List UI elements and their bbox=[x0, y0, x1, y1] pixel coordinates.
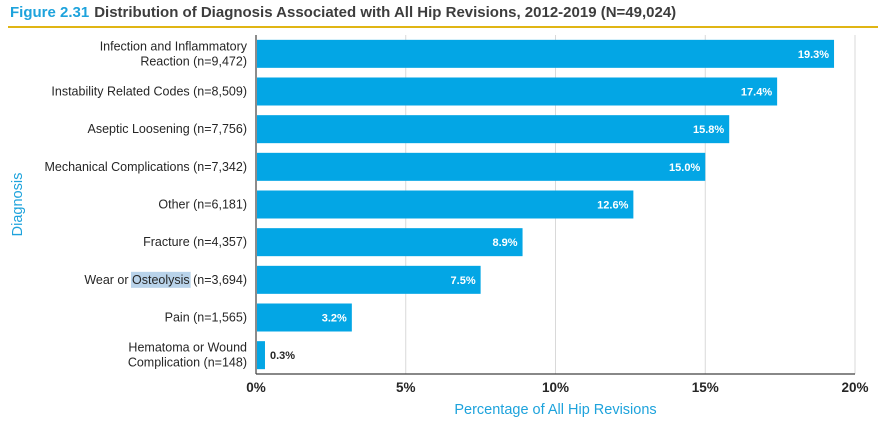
category-label: Wear or Osteolysis (n=3,694) bbox=[84, 273, 247, 287]
data-label: 17.4% bbox=[741, 87, 772, 99]
category-label: Mechanical Complications (n=7,342) bbox=[44, 160, 247, 174]
bar bbox=[257, 152, 706, 181]
data-label: 7.5% bbox=[451, 275, 476, 287]
bar bbox=[257, 115, 730, 144]
bar bbox=[257, 341, 265, 370]
category-label: Complication (n=148) bbox=[128, 356, 247, 370]
data-label: 15.0% bbox=[669, 162, 700, 174]
figure-title: Figure 2.31 Distribution of Diagnosis Ass… bbox=[10, 4, 676, 21]
category-label: Other (n=6,181) bbox=[158, 198, 247, 212]
bar bbox=[257, 228, 523, 257]
data-label: 15.8% bbox=[693, 124, 724, 136]
bar bbox=[257, 303, 352, 332]
x-tick-label: 15% bbox=[692, 380, 719, 395]
x-tick-label: 5% bbox=[396, 380, 416, 395]
figure-number: Figure 2.31 bbox=[10, 4, 90, 21]
category-label: Infection and Inflammatory bbox=[100, 39, 248, 53]
text-selection-highlight bbox=[131, 271, 191, 288]
x-axis-title: Percentage of All Hip Revisions bbox=[454, 402, 656, 418]
category-label: Instability Related Codes (n=8,509) bbox=[51, 85, 247, 99]
x-tick-label: 10% bbox=[542, 380, 569, 395]
x-tick-label: 20% bbox=[841, 380, 868, 395]
x-tick-label: 0% bbox=[246, 380, 266, 395]
category-label: Pain (n=1,565) bbox=[165, 311, 247, 325]
data-label: 0.3% bbox=[270, 350, 295, 362]
category-label: Hematoma or Wound bbox=[128, 341, 247, 355]
category-label: Aseptic Loosening (n=7,756) bbox=[88, 122, 248, 136]
bar bbox=[257, 39, 835, 68]
y-axis-title: Diagnosis bbox=[10, 173, 26, 237]
category-label: Reaction (n=9,472) bbox=[140, 54, 247, 68]
data-label: 19.3% bbox=[798, 49, 829, 61]
category-label: Fracture (n=4,357) bbox=[143, 235, 247, 249]
title-rule bbox=[8, 26, 878, 28]
data-label: 12.6% bbox=[597, 200, 628, 212]
bar bbox=[257, 265, 481, 294]
figure-title-text: Distribution of Diagnosis Associated wit… bbox=[94, 4, 677, 21]
bar bbox=[257, 77, 778, 106]
data-label: 3.2% bbox=[322, 313, 347, 325]
data-label: 8.9% bbox=[492, 237, 517, 249]
bar bbox=[257, 190, 634, 219]
